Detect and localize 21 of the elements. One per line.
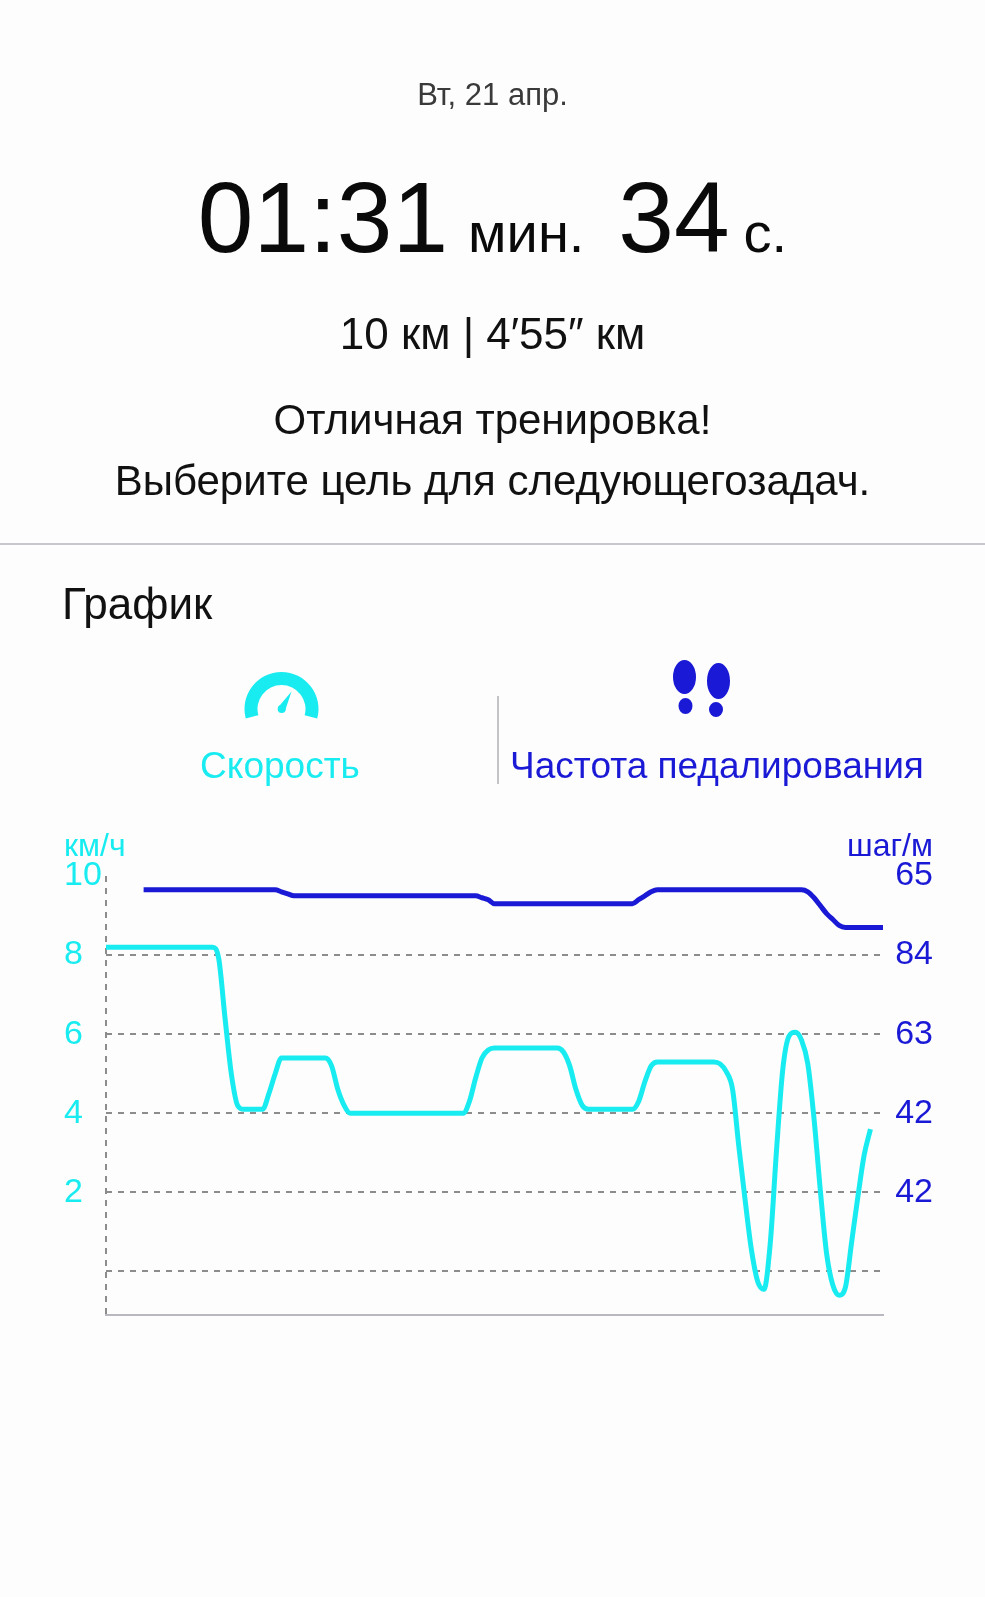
text: Отличная тренировка! [273, 396, 712, 443]
legend-label: Скорость [199, 745, 361, 786]
category-label: 42 [895, 1091, 933, 1130]
category-label: 84 [895, 933, 933, 972]
text: 01:31 [197, 161, 449, 273]
y-axis-title: км/ч [64, 827, 126, 863]
y2-axis-title: шаг/м [846, 827, 933, 863]
text: с. [743, 201, 788, 264]
text: 10 км | 4′55″ км [339, 309, 646, 358]
text: Выберите цель для следующегозадач. [114, 457, 871, 504]
text: Вт, 21 апр. [417, 77, 568, 112]
y-tick-label: 8 [64, 933, 83, 972]
y-tick-label: 2 [64, 1170, 83, 1209]
legend-label: Частота педалирования [509, 745, 925, 786]
text: 34 [618, 161, 730, 273]
y-tick-label: 4 [64, 1091, 83, 1130]
category-label: 42 [895, 1170, 933, 1209]
category-label: 63 [895, 1012, 933, 1051]
y-tick-label: 6 [64, 1012, 83, 1051]
chart-title: График [62, 579, 213, 628]
text: мин. [468, 201, 585, 264]
